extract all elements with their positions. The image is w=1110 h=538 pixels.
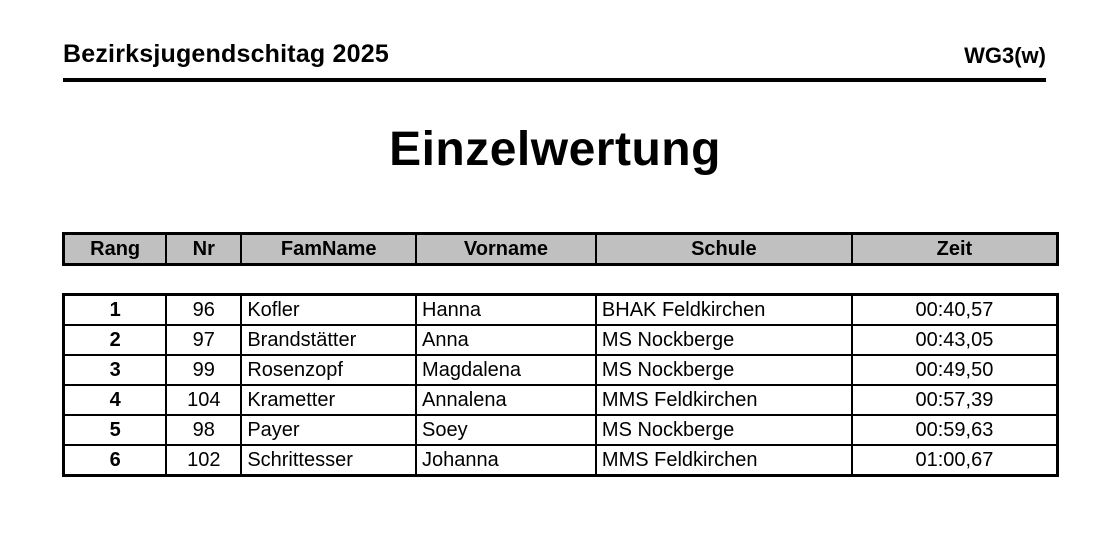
table-row: 3 99 Rosenzopf Magdalena MS Nockberge 00… — [62, 354, 1059, 386]
column-header-rang: Rang — [62, 232, 168, 266]
cell-zeit: 00:49,50 — [850, 354, 1059, 386]
cell-zeit: 00:43,05 — [850, 324, 1059, 356]
cell-famname: Payer — [240, 414, 418, 446]
cell-rang: 3 — [62, 354, 168, 386]
table-row: 2 97 Brandstätter Anna MS Nockberge 00:4… — [62, 324, 1059, 356]
header-row: Rang Nr FamName Vorname Schule Zeit — [62, 232, 1059, 266]
cell-schule: MS Nockberge — [594, 354, 853, 386]
column-header-schule: Schule — [594, 232, 853, 266]
cell-famname: Rosenzopf — [240, 354, 418, 386]
cell-rang: 5 — [62, 414, 168, 446]
cell-schule: MS Nockberge — [594, 324, 853, 356]
cell-vorname: Hanna — [415, 293, 597, 326]
page-title: Einzelwertung — [389, 123, 721, 176]
cell-famname: Brandstätter — [240, 324, 418, 356]
cell-vorname: Magdalena — [415, 354, 597, 386]
category-label: WG3(w) — [964, 43, 1046, 68]
cell-zeit: 00:57,39 — [850, 384, 1059, 416]
cell-nr: 98 — [165, 414, 243, 446]
cell-zeit: 00:59,63 — [850, 414, 1059, 446]
cell-nr: 97 — [165, 324, 243, 356]
cell-rang: 4 — [62, 384, 168, 416]
cell-famname: Krametter — [240, 384, 418, 416]
cell-vorname: Johanna — [415, 444, 597, 477]
cell-nr: 99 — [165, 354, 243, 386]
cell-nr: 102 — [165, 444, 243, 477]
cell-famname: Schrittesser — [240, 444, 418, 477]
cell-schule: MMS Feldkirchen — [594, 444, 853, 477]
cell-schule: MS Nockberge — [594, 414, 853, 446]
table-row: 1 96 Kofler Hanna BHAK Feldkirchen 00:40… — [62, 293, 1059, 326]
cell-vorname: Annalena — [415, 384, 597, 416]
cell-rang: 6 — [62, 444, 168, 477]
cell-vorname: Anna — [415, 324, 597, 356]
table-row: 5 98 Payer Soey MS Nockberge 00:59,63 — [62, 414, 1059, 446]
cell-schule: MMS Feldkirchen — [594, 384, 853, 416]
event-title: Bezirksjugendschitag 2025 — [63, 40, 389, 68]
cell-zeit: 00:40,57 — [850, 293, 1059, 326]
results-table-header: Rang Nr FamName Vorname Schule Zeit — [62, 232, 1059, 266]
cell-zeit: 01:00,67 — [850, 444, 1059, 477]
document-header: Bezirksjugendschitag 2025 WG3(w) — [63, 40, 1046, 82]
cell-schule: BHAK Feldkirchen — [594, 293, 853, 326]
column-header-nr: Nr — [165, 232, 243, 266]
cell-famname: Kofler — [240, 293, 418, 326]
column-header-vorname: Vorname — [415, 232, 597, 266]
table-row: 4 104 Krametter Annalena MMS Feldkirchen… — [62, 384, 1059, 416]
table-row: 6 102 Schrittesser Johanna MMS Feldkirch… — [62, 444, 1059, 477]
results-table: 1 96 Kofler Hanna BHAK Feldkirchen 00:40… — [62, 293, 1059, 477]
cell-rang: 2 — [62, 324, 168, 356]
cell-nr: 104 — [165, 384, 243, 416]
column-header-famname: FamName — [240, 232, 418, 266]
cell-vorname: Soey — [415, 414, 597, 446]
column-header-zeit: Zeit — [850, 232, 1059, 266]
cell-nr: 96 — [165, 293, 243, 326]
cell-rang: 1 — [62, 293, 168, 326]
